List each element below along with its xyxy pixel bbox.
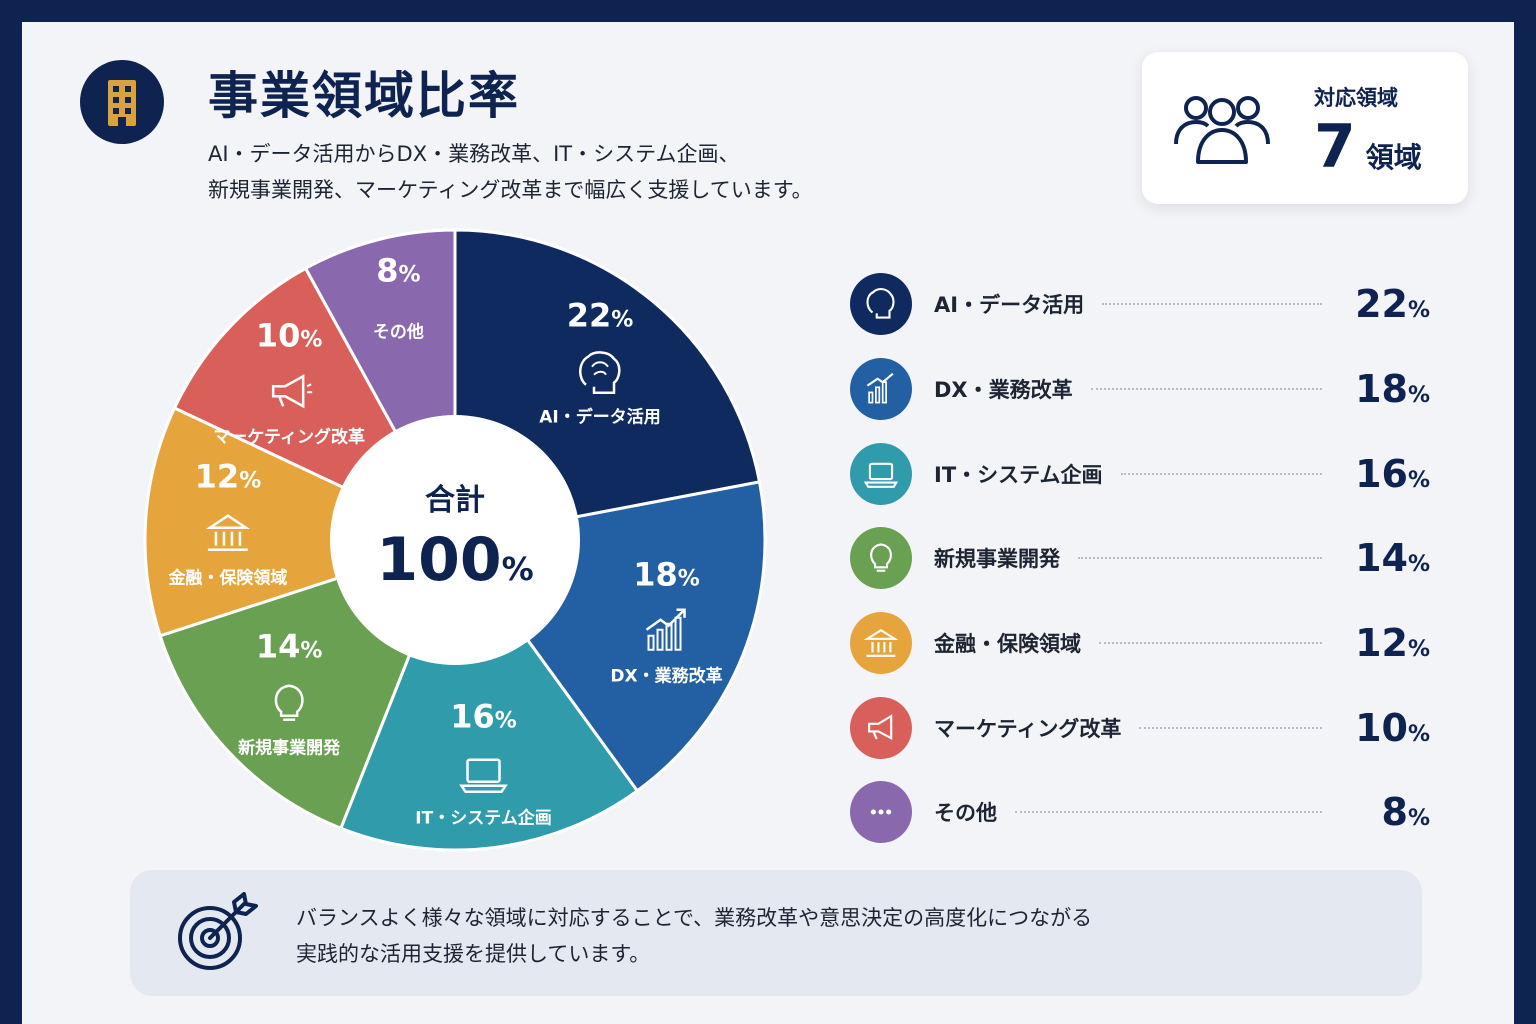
slice-value-label: 16%	[450, 698, 517, 736]
domain-count-number: 7	[1314, 112, 1356, 182]
more-icon	[850, 781, 912, 844]
growth-chart-icon	[850, 358, 912, 421]
legend-item: その他 8%	[850, 770, 1430, 855]
lightbulb-icon	[850, 527, 912, 590]
legend-label: マーケティング改革	[934, 716, 1122, 741]
legend-leader-dots	[1099, 642, 1322, 645]
page-subtitle: AI・データ活用からDX・業務改革、IT・システム企画、 新規事業開発、マーケテ…	[208, 136, 928, 208]
slice-value-label: 22%	[567, 297, 634, 335]
growth-chart-icon	[645, 608, 686, 651]
legend-value-unit: %	[1407, 383, 1430, 409]
legend: AI・データ活用 22% DX・業務改革 18% IT・システム企画 16% 新規事業開発 1…	[850, 262, 1430, 855]
legend-value: 12%	[1340, 621, 1430, 665]
legend-leader-dots	[1078, 557, 1322, 560]
note-box: バランスよく様々な領域に対応することで、業務改革や意思決定の高度化につながる 実…	[130, 870, 1422, 996]
building-icon	[80, 60, 164, 144]
legend-leader-dots	[1139, 726, 1322, 729]
note-line-2: 実践的な活用支援を提供しています。	[296, 942, 651, 966]
legend-label: IT・システム企画	[934, 462, 1103, 487]
legend-item: AI・データ活用 22%	[850, 262, 1430, 347]
legend-item: 新規事業開発 14%	[850, 516, 1430, 601]
slice-value-label: 18%	[633, 556, 700, 594]
legend-value: 14%	[1340, 536, 1430, 580]
slice-category-label: 金融・保険領域	[167, 568, 287, 589]
subtitle-line-2: 新規事業開発、マーケティング改革まで幅広く支援しています。	[208, 178, 813, 202]
megaphone-icon	[271, 374, 313, 409]
target-icon	[174, 892, 258, 980]
slice-category-label: マーケティング改革	[213, 426, 365, 447]
legend-value: 8%	[1340, 790, 1431, 835]
domain-count-value: 7 領域	[1314, 112, 1422, 182]
legend-value: 10%	[1340, 706, 1430, 750]
slice-category-label: IT・システム企画	[415, 808, 551, 829]
legend-leader-dots	[1015, 811, 1322, 814]
laptop-icon	[459, 758, 508, 793]
slice-category-label: DX・業務改革	[610, 666, 722, 687]
center-total-number: 100	[376, 525, 501, 595]
legend-value-number: 12	[1355, 621, 1408, 666]
domain-count-label: 対応領域	[1314, 86, 1398, 110]
legend-value-number: 16	[1355, 451, 1408, 496]
subtitle-line-1: AI・データ活用からDX・業務改革、IT・システム企画、	[208, 142, 740, 166]
domain-count-unit: 領域	[1365, 141, 1422, 174]
legend-value: 16%	[1340, 452, 1430, 496]
legend-value: 22%	[1340, 282, 1430, 326]
legend-value-unit: %	[1407, 467, 1430, 493]
pie-slice	[338, 536, 640, 852]
legend-label: その他	[934, 801, 997, 826]
megaphone-icon	[850, 696, 912, 759]
legend-item: マーケティング改革 10%	[850, 685, 1430, 770]
legend-value-number: 22	[1355, 282, 1408, 327]
note-line-1: バランスよく様々な領域に対応することで、業務改革や意思決定の高度化につながる	[296, 906, 1093, 930]
legend-value-unit: %	[1407, 298, 1430, 324]
legend-value-number: 8	[1381, 790, 1408, 835]
slice-value-label: 12%	[195, 458, 262, 496]
slice-category-label: AI・データ活用	[539, 407, 660, 428]
legend-leader-dots	[1120, 472, 1322, 475]
bank-icon	[850, 612, 912, 675]
legend-label: AI・データ活用	[934, 293, 1085, 318]
legend-value-unit: %	[1407, 637, 1430, 663]
legend-value-unit: %	[1407, 552, 1430, 578]
legend-item: IT・システム企画 16%	[850, 431, 1430, 516]
lightbulb-icon	[274, 684, 304, 721]
legend-value-number: 14	[1355, 536, 1408, 581]
note-text: バランスよく様々な領域に対応することで、業務改革や意思決定の高度化につながる 実…	[296, 900, 1092, 972]
slice-value-label: 10%	[256, 316, 323, 354]
bank-icon	[205, 514, 251, 551]
legend-label: 金融・保険領域	[934, 632, 1081, 657]
center-total-value: 100%	[376, 525, 533, 595]
legend-label: DX・業務改革	[934, 378, 1073, 403]
users-icon	[1172, 90, 1272, 170]
brain-icon	[850, 273, 912, 336]
legend-label: 新規事業開発	[934, 547, 1060, 572]
legend-leader-dots	[1090, 388, 1322, 391]
domain-count-card: 対応領域 7 領域	[1142, 52, 1468, 204]
center-total-label: 合計	[425, 483, 485, 518]
donut-center	[330, 415, 580, 665]
slice-category-label: その他	[373, 322, 424, 343]
page-title: 事業領域比率	[208, 67, 520, 125]
slice-value-label: 14%	[256, 628, 323, 666]
brain-icon	[579, 351, 621, 394]
laptop-icon	[850, 442, 912, 505]
legend-value-unit: %	[1407, 806, 1430, 832]
legend-leader-dots	[1102, 303, 1322, 306]
legend-value-unit: %	[1407, 721, 1430, 747]
legend-value: 18%	[1340, 367, 1430, 411]
legend-value-number: 10	[1355, 705, 1408, 750]
pie-slice	[143, 406, 460, 638]
legend-item: 金融・保険領域 12%	[850, 601, 1430, 686]
slice-value-label: 8%	[376, 252, 420, 290]
legend-item: DX・業務改革 18%	[850, 347, 1430, 432]
slice-category-label: 新規事業開発	[238, 738, 341, 759]
legend-value-number: 18	[1355, 367, 1408, 412]
center-total-unit: %	[502, 550, 534, 588]
